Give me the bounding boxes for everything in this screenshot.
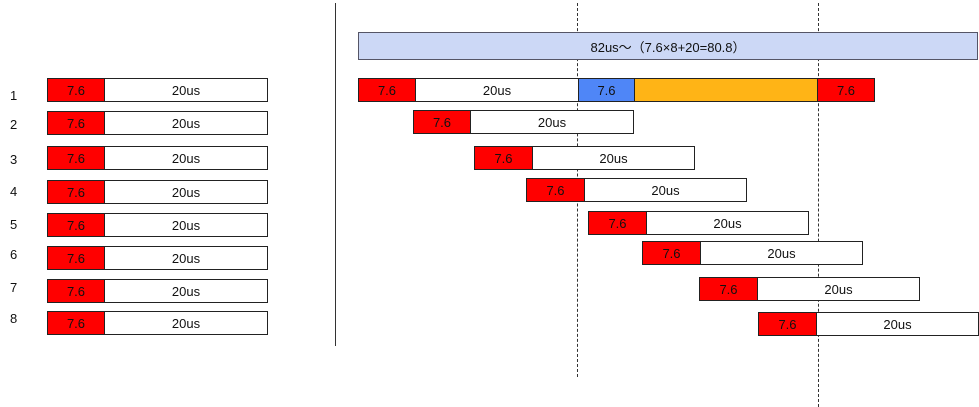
- row-label: 2: [10, 117, 18, 132]
- row-label: 5: [10, 217, 18, 232]
- short-phase-block: 7.6: [358, 78, 416, 102]
- short-phase-block: 7.6: [474, 146, 533, 170]
- short-phase-block: 7.6: [588, 211, 647, 235]
- short-phase-block: 7.6: [817, 78, 875, 102]
- blue-phase-block: 7.6: [578, 78, 635, 102]
- long-phase-block: 20us: [700, 241, 863, 265]
- long-phase-block: 20us: [470, 110, 634, 134]
- wait-phase-block: [634, 78, 818, 102]
- row-label: 8: [10, 311, 18, 326]
- short-phase-block: 7.6: [758, 312, 817, 336]
- short-phase-block: 7.6: [699, 277, 758, 301]
- long-phase-block: 20us: [757, 277, 920, 301]
- total-time-header: 82us～（7.6×8+20=80.8）: [358, 32, 978, 60]
- long-phase-block: 20us: [104, 311, 268, 335]
- long-phase-block: 20us: [646, 211, 809, 235]
- short-phase-block: 7.6: [526, 178, 585, 202]
- short-phase-block: 7.6: [47, 311, 105, 335]
- long-phase-block: 20us: [415, 78, 579, 102]
- long-phase-block: 20us: [584, 178, 747, 202]
- divider-line: [335, 3, 336, 346]
- short-phase-block: 7.6: [642, 241, 701, 265]
- long-phase-block: 20us: [104, 246, 268, 270]
- long-phase-block: 20us: [104, 111, 268, 135]
- long-phase-block: 20us: [532, 146, 695, 170]
- short-phase-block: 7.6: [47, 246, 105, 270]
- row-label: 3: [10, 152, 18, 167]
- row-label: 4: [10, 184, 18, 199]
- row-label: 7: [10, 280, 18, 295]
- dashed-marker-right: [818, 3, 819, 407]
- short-phase-block: 7.6: [47, 180, 105, 204]
- long-phase-block: 20us: [104, 279, 268, 303]
- long-phase-block: 20us: [104, 146, 268, 170]
- short-phase-block: 7.6: [47, 78, 105, 102]
- short-phase-block: 7.6: [413, 110, 471, 134]
- short-phase-block: 7.6: [47, 111, 105, 135]
- short-phase-block: 7.6: [47, 279, 105, 303]
- long-phase-block: 20us: [816, 312, 979, 336]
- long-phase-block: 20us: [104, 180, 268, 204]
- long-phase-block: 20us: [104, 78, 268, 102]
- long-phase-block: 20us: [104, 213, 268, 237]
- row-label: 6: [10, 247, 18, 262]
- short-phase-block: 7.6: [47, 146, 105, 170]
- short-phase-block: 7.6: [47, 213, 105, 237]
- row-label: 1: [10, 88, 18, 103]
